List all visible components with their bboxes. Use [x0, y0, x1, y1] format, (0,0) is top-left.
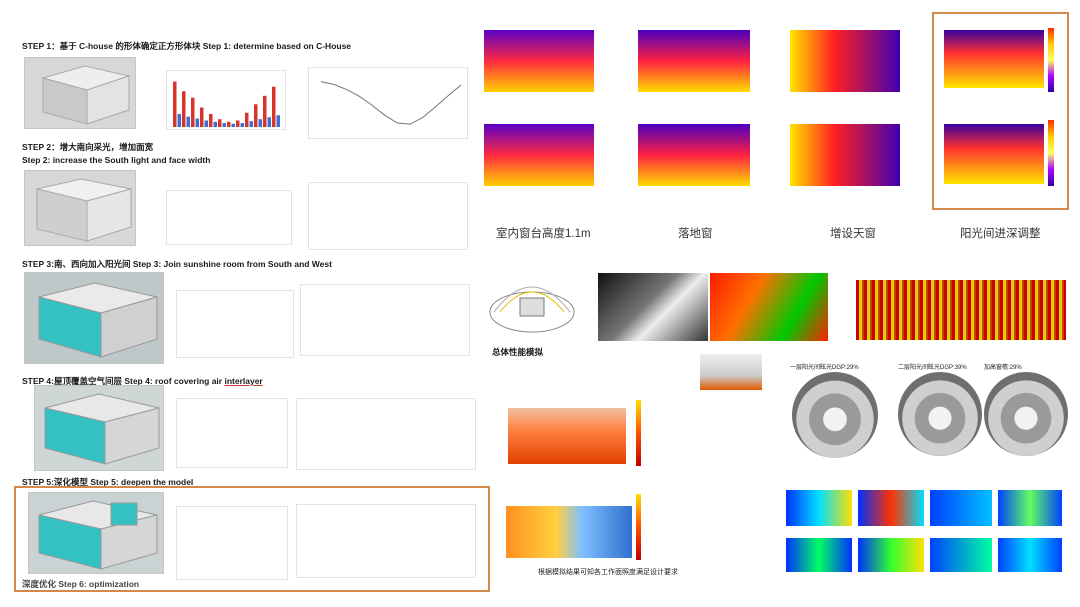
step5-line-chart	[296, 504, 476, 578]
floorplan-6	[858, 538, 924, 572]
bottom-caption: 根据模拟结果可知各工作面照度满足设计要求	[538, 569, 678, 576]
bar-0-9	[254, 104, 258, 127]
heatmap-4	[944, 30, 1044, 88]
step4-model-image	[34, 385, 164, 471]
bar-1-10	[267, 117, 271, 127]
step2-title-en: Step 2: increase the South light and fac…	[22, 155, 211, 165]
floorplan-5	[786, 538, 852, 572]
heatmap-highlight-frame	[932, 12, 1069, 210]
heatmap-8	[944, 124, 1044, 184]
step3-model-image	[24, 272, 164, 364]
bar-1-0	[177, 114, 181, 127]
heatmap-6	[638, 124, 750, 186]
floor-illuminance-2	[506, 506, 632, 558]
step2-model-image	[24, 170, 136, 246]
bar-1-6	[231, 123, 235, 127]
scale-bar-1	[636, 400, 641, 466]
step3-bar-chart	[176, 290, 294, 358]
step4-title-text: STEP 4:屋顶覆盖空气间层 Step 4: roof covering ai…	[22, 376, 225, 386]
step4-bar-chart	[176, 398, 288, 468]
heatmap-2	[638, 30, 750, 92]
step5-box-drawing	[38, 500, 158, 570]
step4-box-drawing	[44, 393, 160, 465]
bar-0-8	[245, 112, 249, 127]
step3-line-chart	[300, 284, 470, 356]
glare-label-1: 一层阳光间眩光DGP:29%	[790, 365, 859, 371]
heatmap-1	[484, 30, 594, 92]
step2-line-chart	[308, 182, 468, 250]
step1-box-drawing	[41, 65, 131, 125]
step2-bar-chart	[166, 190, 292, 245]
bar-1-1	[186, 116, 190, 127]
bar-1-4	[213, 121, 217, 127]
step4-line-chart	[296, 398, 476, 470]
bar-0-2	[191, 97, 195, 127]
bar-chart-svg	[173, 81, 280, 127]
step5-highlight-frame	[14, 486, 490, 592]
bar-0-10	[263, 95, 267, 127]
step5-model-image	[28, 492, 164, 574]
caption-sunroom-depth: 阳光间进深调整	[960, 228, 1041, 240]
bar-0-4	[209, 114, 213, 127]
bar-1-9	[258, 119, 262, 127]
illuminance-map	[710, 273, 828, 341]
color-scale-8	[1048, 120, 1054, 186]
scale-bar-2	[636, 494, 641, 560]
caption-floor-window: 落地窗	[678, 228, 713, 240]
caption-window-sill: 室内窗台高度1.1m	[496, 228, 591, 240]
floorplan-grid	[786, 490, 1066, 580]
bar-1-5	[222, 123, 226, 127]
floorplan-2	[858, 490, 924, 526]
bar-1-7	[240, 123, 244, 127]
heatmap-7	[790, 124, 900, 186]
bar-0-5	[218, 119, 222, 127]
step1-title: STEP 1：基于 C-house 的形体确定正方形体块 Step 1: det…	[22, 41, 352, 51]
sunpath-diagram	[486, 268, 578, 338]
step4-title-underlined: interlayer	[224, 376, 263, 386]
floorplan-7	[930, 538, 992, 572]
step5-bar-chart	[176, 506, 288, 580]
step1-line-chart	[308, 67, 468, 139]
bar-1-3	[204, 120, 208, 127]
floorplan-1	[786, 490, 852, 526]
step2-title: STEP 2：增大南向采光，增加面宽	[22, 142, 154, 152]
glare-label-3: 加高窗檐:29%	[984, 365, 1022, 371]
line-chart-svg	[320, 81, 462, 125]
step3-box-drawing	[38, 282, 158, 358]
heatmap-5	[484, 124, 594, 186]
step6-title: 深度优化 Step 6: optimization	[22, 579, 140, 589]
bar-1-8	[249, 121, 253, 127]
bar-0-1	[182, 91, 186, 127]
section-render	[700, 354, 762, 390]
annual-data-grid	[856, 280, 1066, 340]
fisheye-render-3	[984, 372, 1068, 456]
step3-title: STEP 3:南、西向加入阳光间 Step 3: Join sunshine r…	[22, 259, 332, 269]
step5-title: STEP 5:深化模型 Step 5: deepen the model	[22, 477, 194, 487]
bar-0-0	[173, 81, 177, 127]
interior-render	[598, 273, 708, 341]
bar-1-2	[195, 118, 199, 127]
bar-1-11	[276, 115, 280, 127]
heatmap-3	[790, 30, 900, 92]
bar-0-7	[236, 120, 240, 127]
floorplan-3	[930, 490, 992, 526]
bar-0-3	[200, 107, 204, 127]
glare-label-2: 二层阳光间眩光DGP:39%	[898, 365, 967, 371]
bar-0-11	[272, 86, 276, 127]
line-series-0	[320, 81, 462, 125]
floorplan-4	[998, 490, 1062, 526]
step1-model-image	[24, 57, 136, 129]
sim-title: 总体性能模拟	[492, 347, 544, 357]
caption-skylight: 增设天窗	[830, 228, 876, 240]
floor-illuminance-1	[508, 408, 626, 464]
step1-bar-chart	[166, 70, 286, 130]
fisheye-render-2	[898, 372, 982, 456]
floorplan-8	[998, 538, 1062, 572]
bar-0-6	[227, 121, 231, 127]
step4-title: STEP 4:屋顶覆盖空气间层 Step 4: roof covering ai…	[22, 375, 263, 387]
step2-box-drawing	[36, 178, 132, 242]
sunpath-svg	[489, 286, 575, 333]
fisheye-render-1	[792, 372, 878, 458]
color-scale-4	[1048, 28, 1054, 92]
